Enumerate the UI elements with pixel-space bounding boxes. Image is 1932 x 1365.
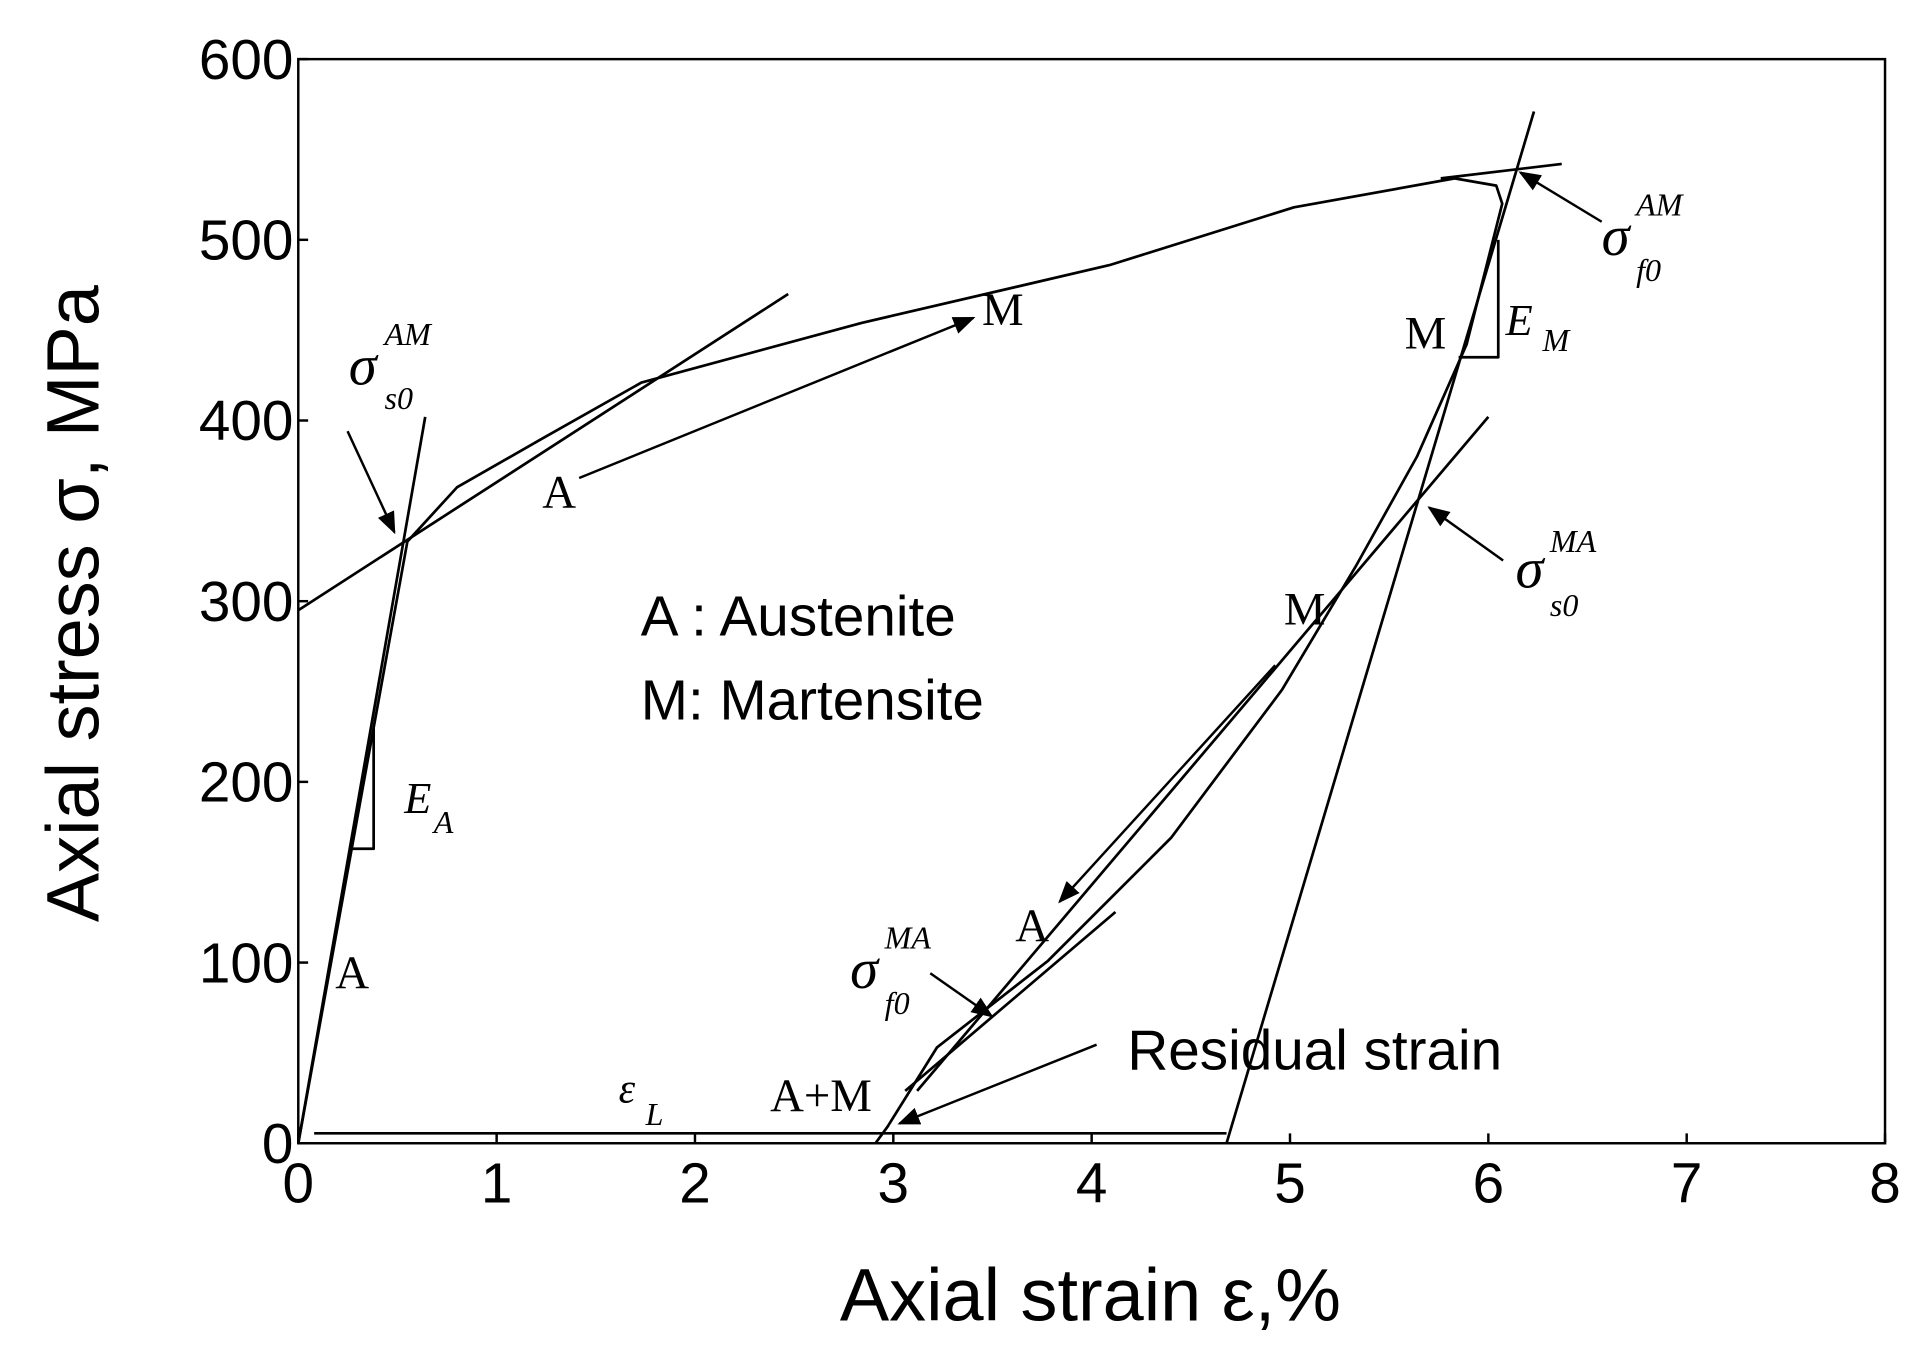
annotation: A (335, 947, 369, 999)
x-tick-label: 4 (1076, 1152, 1108, 1215)
curve (916, 416, 1490, 1092)
annotation-sub: L (645, 1096, 664, 1132)
annotation-sub: s0 (385, 380, 413, 416)
annotation: E (1505, 295, 1533, 345)
annotation-sub: f0 (1636, 252, 1661, 288)
annotation-sup: MA (884, 920, 932, 956)
y-tick-label: 400 (199, 390, 294, 453)
annotation: M (1405, 308, 1447, 360)
annotation: E (403, 773, 431, 823)
annotation-sub: M (1542, 322, 1572, 358)
x-tick-label: 2 (679, 1152, 711, 1215)
x-tick-label: 8 (1869, 1152, 1901, 1215)
curve (1440, 162, 1562, 180)
annotation: M (982, 284, 1024, 336)
annotation-sup: AM (383, 316, 434, 352)
y-tick-label: 100 (199, 932, 294, 995)
annotation-sup: AM (1634, 187, 1685, 223)
annotation: σ (1515, 539, 1545, 601)
annotation: A (542, 467, 576, 519)
annotation: A+M (770, 1070, 872, 1122)
annotation: σ (349, 335, 379, 397)
x-axis-label: Axial strain ε,% (840, 1254, 1341, 1337)
annotation-sup: MA (1549, 523, 1597, 559)
curve (1458, 239, 1500, 359)
arrow (897, 1043, 1098, 1125)
annotation: Residual strain (1127, 1019, 1502, 1082)
y-tick-label: 500 (199, 210, 294, 273)
x-tick-label: 6 (1473, 1152, 1505, 1215)
arrow (1518, 171, 1603, 223)
curve (904, 910, 1117, 1092)
annotation: σ (850, 939, 880, 1001)
arrow (346, 430, 396, 535)
y-tick-label: 300 (199, 571, 294, 634)
annotation-sub: f0 (885, 985, 910, 1021)
annotation: M (1284, 584, 1326, 636)
annotation-sub: s0 (1550, 587, 1578, 623)
x-tick-label: 1 (481, 1152, 513, 1215)
curve (349, 727, 376, 851)
curve (297, 292, 789, 612)
arrow (1058, 664, 1277, 904)
annotation-sub: A (432, 804, 454, 840)
curve (1225, 111, 1536, 1144)
x-tick-label: 0 (283, 1152, 315, 1215)
annotation: A (1015, 900, 1049, 952)
annotation: ε (619, 1067, 636, 1113)
y-tick-label: 0 (262, 1113, 294, 1176)
y-tick-label: 200 (199, 752, 294, 815)
y-tick-label: 600 (199, 29, 294, 92)
x-tick-label: 3 (878, 1152, 910, 1215)
annotation: M: Martensite (641, 669, 984, 732)
arrows (346, 171, 1603, 1125)
curve (296, 416, 427, 1144)
x-tick-label: 5 (1274, 1152, 1306, 1215)
curve (296, 177, 1504, 1145)
x-tick-label: 7 (1671, 1152, 1703, 1215)
y-axis-label: Axial stress σ, MPa (32, 284, 115, 922)
arrow (1427, 506, 1504, 562)
annotation: σ (1602, 206, 1632, 268)
arrow (578, 316, 976, 480)
annotation: A : Austenite (641, 586, 956, 649)
arrow (929, 972, 994, 1018)
